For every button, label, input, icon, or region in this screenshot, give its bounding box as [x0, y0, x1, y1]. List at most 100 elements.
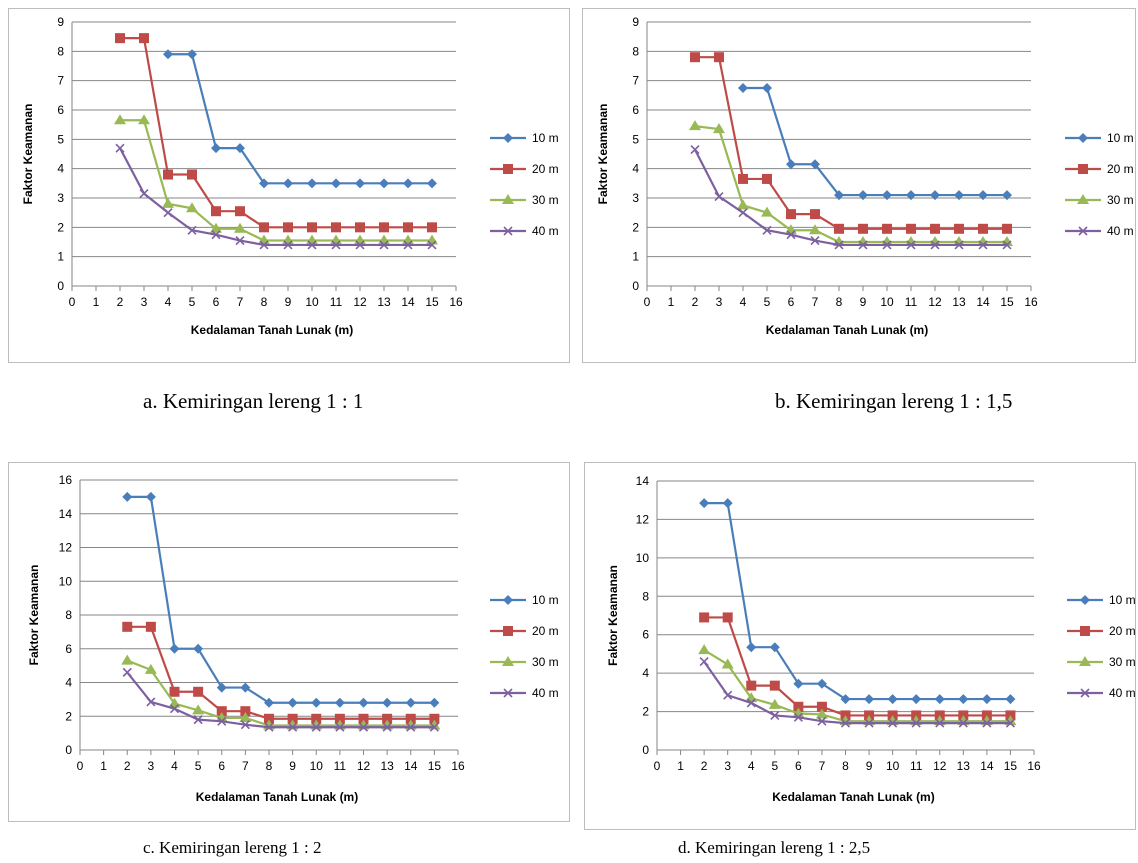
caption-a: a. Kemiringan lereng 1 : 1 — [143, 389, 364, 413]
x-tick-label: 4 — [171, 759, 178, 773]
legend-label: 20 m — [532, 162, 559, 176]
data-point — [721, 658, 734, 669]
data-point — [1002, 223, 1012, 234]
data-point — [858, 240, 868, 250]
x-tick-label: 11 — [334, 759, 347, 773]
x-axis-title: Kedalaman Tanah Lunak (m) — [196, 790, 358, 804]
x-tick-label: 2 — [692, 295, 699, 309]
data-point — [882, 190, 892, 201]
data-point — [427, 240, 437, 250]
y-tick-label: 8 — [57, 44, 64, 58]
x-tick-label: 10 — [886, 759, 900, 773]
data-point — [358, 697, 369, 708]
data-point — [217, 716, 227, 726]
data-point — [978, 190, 988, 201]
x-tick-label: 3 — [148, 759, 155, 773]
data-point — [379, 178, 389, 189]
data-point — [934, 694, 945, 705]
x-tick-label: 14 — [401, 295, 415, 309]
data-point — [770, 710, 780, 720]
data-point — [287, 697, 298, 708]
data-point — [953, 236, 965, 246]
data-point — [193, 643, 204, 654]
data-point — [187, 225, 197, 235]
data-point — [259, 222, 269, 233]
y-tick-label: 6 — [632, 103, 639, 117]
data-point — [187, 169, 197, 180]
legend-marker — [1077, 194, 1089, 204]
x-tick-label: 12 — [928, 295, 942, 309]
data-point — [163, 208, 173, 218]
data-point — [334, 713, 345, 724]
data-point — [186, 202, 198, 213]
data-point — [978, 223, 988, 234]
x-tick-label: 6 — [795, 759, 802, 773]
data-point — [169, 686, 180, 697]
data-point — [699, 498, 710, 509]
data-point — [145, 621, 156, 632]
data-point — [331, 222, 341, 233]
legend-marker — [503, 688, 513, 698]
y-tick-label: 4 — [57, 162, 64, 176]
legend-label: 30 m — [532, 655, 559, 669]
y-tick-label: 2 — [642, 705, 649, 719]
y-tick-label: 8 — [65, 608, 72, 622]
y-tick-label: 7 — [632, 74, 639, 88]
data-point — [738, 83, 748, 93]
data-point — [978, 240, 988, 250]
legend-label: 20 m — [1109, 624, 1136, 638]
data-point — [379, 240, 389, 250]
data-point — [331, 240, 341, 250]
data-point — [288, 722, 298, 732]
x-tick-label: 7 — [242, 759, 249, 773]
data-point — [690, 145, 700, 155]
x-tick-label: 2 — [124, 759, 131, 773]
data-point — [122, 667, 132, 677]
data-point — [121, 654, 134, 665]
legend-marker — [1080, 595, 1090, 605]
y-tick-label: 8 — [632, 44, 639, 58]
legend-marker — [503, 626, 513, 636]
data-point — [145, 491, 156, 502]
x-tick-label: 0 — [644, 295, 651, 309]
x-tick-label: 9 — [860, 295, 867, 309]
legend-label: 10 m — [532, 131, 559, 145]
data-point — [699, 657, 709, 667]
data-point — [810, 235, 820, 246]
data-point — [930, 223, 940, 234]
data-point — [905, 236, 917, 246]
legend-label: 20 m — [532, 624, 559, 638]
legend-label: 30 m — [1107, 193, 1134, 207]
data-point — [211, 206, 221, 217]
data-point — [888, 718, 898, 728]
data-point — [746, 698, 756, 708]
data-point — [211, 143, 221, 154]
y-axis-title: Faktor Keamanan — [596, 104, 610, 205]
data-point — [427, 178, 437, 189]
data-point — [259, 178, 269, 189]
x-tick-label: 13 — [380, 759, 394, 773]
x-tick-label: 16 — [451, 759, 465, 773]
data-point — [382, 697, 393, 708]
x-tick-label: 10 — [305, 295, 319, 309]
data-point — [139, 189, 149, 199]
data-point — [816, 701, 827, 712]
data-point — [834, 223, 844, 234]
data-point — [192, 704, 205, 715]
x-tick-label: 1 — [668, 295, 675, 309]
x-tick-label: 13 — [952, 295, 966, 309]
data-point — [857, 236, 869, 246]
data-point — [786, 209, 796, 220]
data-point — [768, 698, 781, 709]
x-axis-title: Kedalaman Tanah Lunak (m) — [772, 790, 934, 804]
x-tick-label: 8 — [266, 759, 273, 773]
data-point — [911, 694, 922, 705]
legend-marker — [502, 656, 514, 666]
data-point — [311, 722, 321, 732]
data-point — [690, 52, 700, 63]
x-tick-label: 3 — [716, 295, 723, 309]
x-tick-label: 4 — [748, 759, 755, 773]
